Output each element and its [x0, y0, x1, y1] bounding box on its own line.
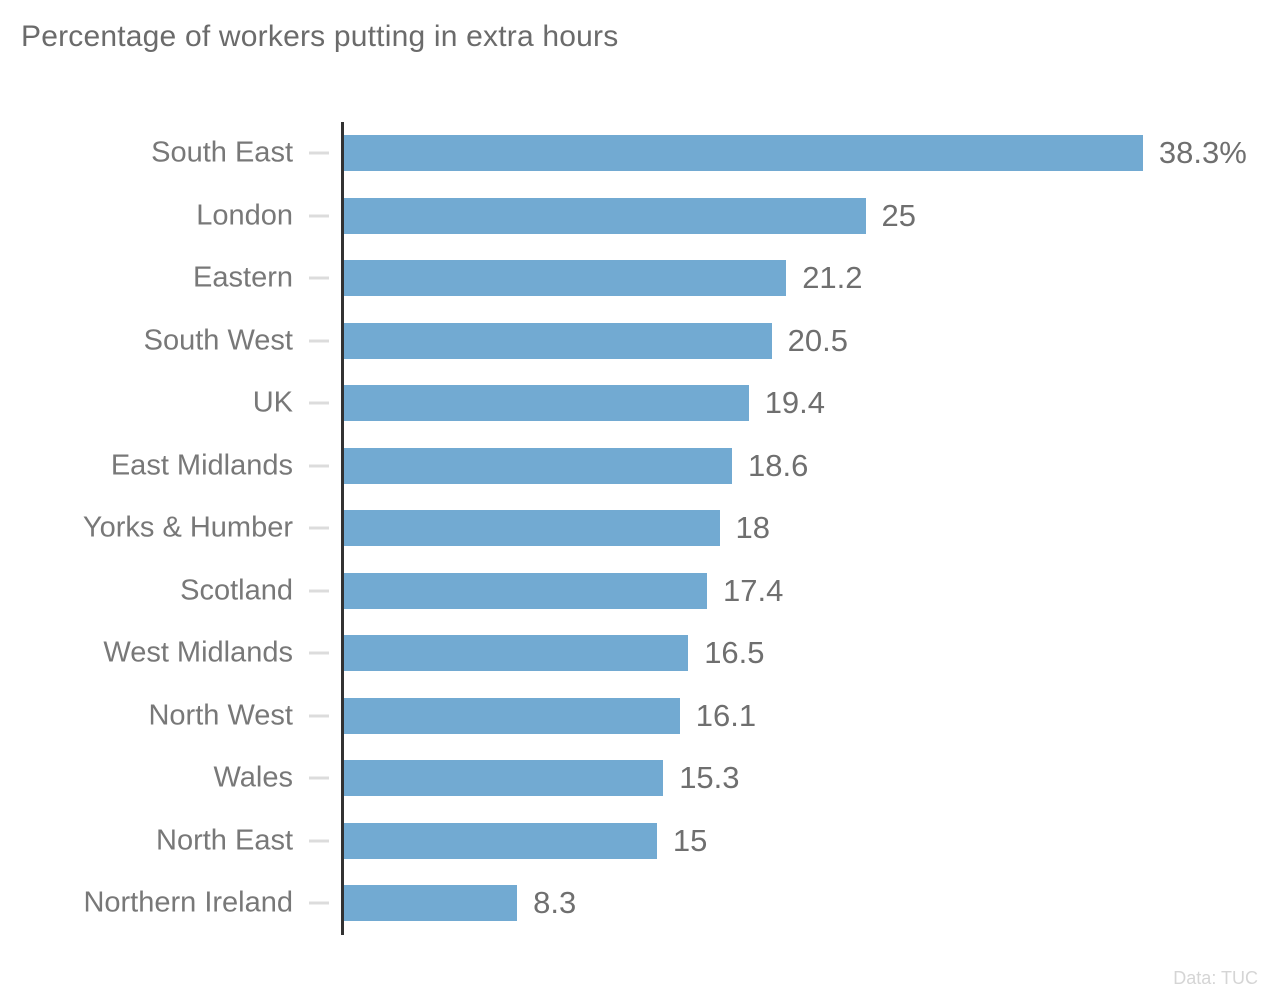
- bar: [344, 510, 720, 547]
- value-label: 21.2: [802, 260, 863, 296]
- y-axis-baseline: [341, 122, 344, 935]
- value-label: 16.5: [704, 635, 765, 671]
- bar: [344, 885, 518, 922]
- axis-tick: [309, 464, 329, 468]
- value-label: 15: [672, 822, 708, 858]
- bar-row: North East 15: [0, 810, 1280, 873]
- bar: [344, 635, 689, 672]
- bar: [344, 447, 732, 484]
- axis-tick: [309, 589, 329, 593]
- value-label: 16.1: [695, 697, 757, 733]
- category-label: South West: [143, 324, 293, 357]
- category-label: North East: [156, 824, 293, 857]
- bar: [344, 197, 866, 234]
- axis-tick: [309, 276, 329, 280]
- bar-row: Wales 15.3: [0, 747, 1280, 810]
- category-label: London: [196, 199, 293, 232]
- value-label: 17.4: [723, 572, 784, 608]
- category-label: Yorks & Humber: [82, 511, 293, 544]
- axis-tick: [309, 151, 329, 155]
- value-label: 8.3: [533, 885, 577, 921]
- chart-title: Percentage of workers putting in extra h…: [21, 20, 619, 53]
- axis-tick: [309, 339, 329, 343]
- axis-tick: [309, 901, 329, 905]
- bar-row: Scotland 17.4: [0, 560, 1280, 623]
- bar-row: West Midlands 16.5: [0, 622, 1280, 685]
- category-label: West Midlands: [103, 636, 293, 669]
- bar-row: Eastern 21.2: [0, 247, 1280, 310]
- bar: [344, 322, 772, 359]
- axis-tick: [309, 526, 329, 530]
- value-label: 18: [735, 510, 770, 546]
- category-label: UK: [252, 386, 293, 419]
- axis-tick: [309, 714, 329, 718]
- bar-row: South East 38.3%: [0, 122, 1280, 185]
- value-label: 15.3: [679, 760, 740, 796]
- bar: [344, 760, 664, 797]
- bar: [344, 822, 657, 859]
- axis-tick: [309, 839, 329, 843]
- axis-tick: [309, 776, 329, 780]
- bar-row: East Midlands 18.6: [0, 435, 1280, 498]
- bar-row: Yorks & Humber 18: [0, 497, 1280, 560]
- bar: [344, 697, 680, 734]
- value-label: 20.5: [787, 322, 848, 358]
- category-label: Wales: [213, 761, 294, 794]
- data-source-credit: Data: TUC: [1173, 968, 1258, 988]
- bar: [344, 572, 707, 609]
- category-label: Eastern: [193, 261, 293, 294]
- category-label: Scotland: [180, 574, 293, 607]
- bar-rows: South East 38.3% London 25 Eastern 21.2 South …: [0, 122, 1280, 935]
- category-label: East Midlands: [110, 449, 293, 482]
- axis-tick: [309, 214, 329, 218]
- value-label: 18.6: [748, 447, 809, 483]
- category-label: South East: [151, 136, 293, 169]
- category-label: Northern Ireland: [83, 886, 293, 919]
- bar-row: UK 19.4: [0, 372, 1280, 435]
- bar-row: North West 16.1: [0, 685, 1280, 748]
- bar-row: London 25: [0, 185, 1280, 248]
- bar-row: South West 20.5: [0, 310, 1280, 373]
- axis-tick: [309, 651, 329, 655]
- value-label: 38.3%: [1158, 135, 1247, 171]
- bar-row: Northern Ireland 8.3: [0, 872, 1280, 935]
- value-label: 25: [881, 197, 916, 233]
- axis-tick: [309, 401, 329, 405]
- value-label: 19.4: [764, 385, 826, 421]
- bar: [344, 385, 749, 422]
- bar: [344, 260, 787, 297]
- category-label: North West: [148, 699, 293, 732]
- bar: [344, 135, 1143, 172]
